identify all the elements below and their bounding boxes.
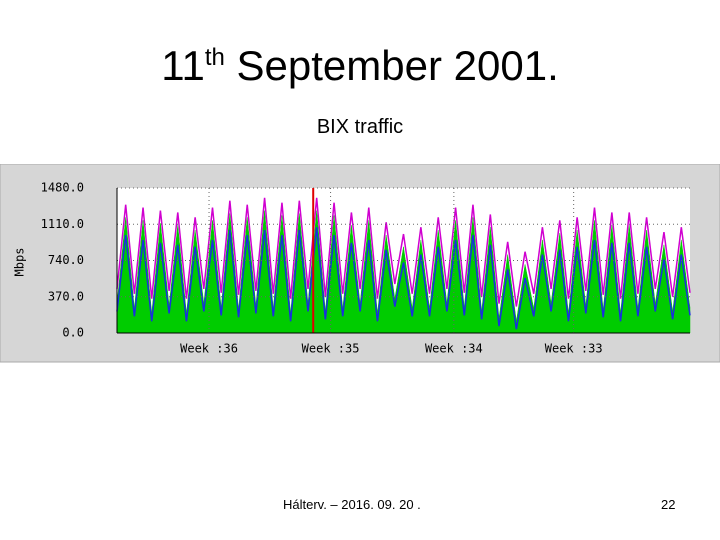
x-tick-label: Week :36 (180, 342, 238, 356)
title-suffix: th (204, 44, 225, 71)
line (116, 227, 691, 330)
page-number: 22 (661, 497, 676, 512)
chart-title: BIX traffic (316, 116, 404, 138)
y-tick-label: 1480.0 (41, 181, 84, 195)
y-tick-label: 370.0 (48, 289, 84, 303)
x-tick-label: Week :35 (302, 342, 360, 356)
slide-title: 11th September 2001. (0, 42, 720, 90)
y-tick-label: 1110.0 (41, 217, 84, 231)
x-tick-label: Week :33 (545, 342, 603, 356)
y-tick-label: 0.0 (62, 326, 84, 340)
chart: Mbps 0.0 370.0 740.0 1110.0 1480.0 Week :36 We… (0, 164, 720, 363)
area (116, 210, 691, 334)
y-axis-label: Mbps (13, 248, 27, 277)
title-number: 11 (161, 42, 205, 89)
line (116, 197, 691, 307)
footer: Hálterv. – 2016. 09. 20 . (283, 497, 421, 512)
title-text: September 2001. (236, 42, 559, 89)
x-tick-label: Week :34 (425, 342, 483, 356)
y-tick-label: 740.0 (48, 253, 84, 267)
